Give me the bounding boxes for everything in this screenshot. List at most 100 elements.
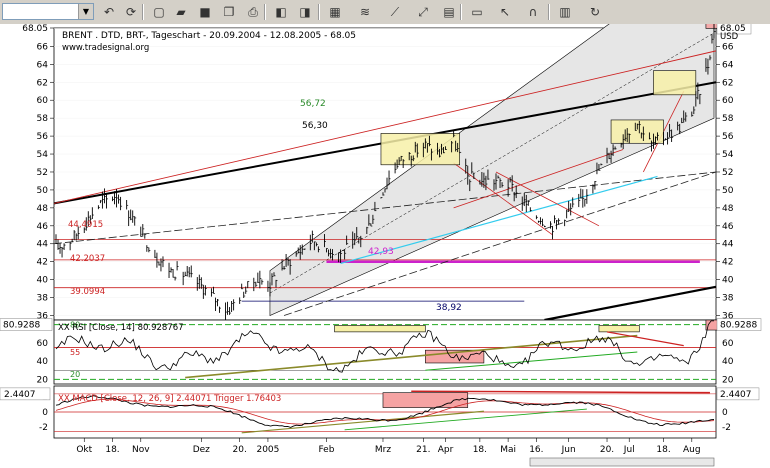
macd-value-box-left — [0, 387, 51, 401]
rsi-trendline — [185, 334, 638, 379]
refresh-icon[interactable]: ⟳ — [125, 5, 137, 19]
magnet-icon[interactable]: ∩ — [528, 5, 538, 19]
cyan-trendline — [340, 175, 658, 265]
toolbar-separator — [318, 4, 320, 20]
price-overlays — [53, 24, 745, 322]
line-tool-icon[interactable]: ⤢ — [418, 5, 428, 19]
level-label-42: 42.2037 — [70, 254, 105, 264]
x-tick-label: Jul — [623, 445, 635, 455]
rsi-value-box-right — [716, 318, 762, 331]
rsi-tick-left: 20 — [37, 375, 49, 385]
x-tick-label: Aug — [683, 445, 701, 455]
rsi-tick-right: 40 — [722, 357, 734, 367]
indicator-icon[interactable]: ≋ — [359, 5, 371, 19]
toolbar-separator — [264, 4, 266, 20]
rsi-value-right: 80.9288 — [720, 321, 757, 331]
last-price-label: 68.05 — [720, 24, 746, 34]
highlight-box — [653, 70, 697, 96]
annotation-5672: 56,72 — [300, 99, 326, 109]
chart-title: BRENT . DTD, BRT-, Tageschart - 20.09.20… — [62, 31, 356, 41]
level-label-44: 44,4915 — [68, 220, 103, 230]
rsi-trendline-red — [606, 331, 684, 347]
tick-label-left: 48 — [37, 204, 49, 214]
x-tick-label: Mrz — [375, 445, 391, 455]
rsi-highlight-box — [598, 325, 640, 333]
chart-area[interactable]: 36 38 40 42 44 46 48 50 52 54 56 58 60 62 64 66 68.05 36… — [0, 24, 770, 468]
save-icon[interactable]: ■ — [199, 5, 211, 19]
tick-label-right: 48 — [722, 204, 734, 214]
price-left-axis: 36 38 40 42 44 46 48 50 52 54 56 58 60 62 64 66 68.05 — [22, 24, 54, 322]
macd-trendline-red — [411, 390, 710, 394]
website-label: www.tradesignal.org — [62, 43, 149, 53]
rsi-mid-label: 55 — [70, 348, 80, 357]
tick-label-left: 56 — [37, 132, 49, 142]
tick-label-left: 44 — [37, 240, 49, 250]
price-right-axis: 3638404244464850525456586062646668707268… — [716, 24, 752, 322]
undo-icon[interactable]: ↶ — [103, 5, 115, 19]
x-tick-label: 18. — [656, 445, 670, 455]
rsi-value-left: 80.9288 — [3, 321, 40, 331]
support-trendline-black — [544, 285, 717, 322]
tick-label-left: 58 — [37, 114, 49, 124]
annotation-3892: 38,92 — [436, 303, 462, 313]
x-tick-label: 2005 — [256, 445, 279, 455]
dashed-trendline-lower — [283, 171, 717, 316]
tick-label-left: 60 — [37, 96, 49, 106]
x-tick-label: Apr — [438, 445, 454, 455]
rectangle-icon[interactable]: ▭ — [471, 5, 483, 19]
x-axis: Okt 18. Nov Dez 20. 2005 Feb Mrz 21. Apr 18. Mai 16.… — [76, 438, 701, 455]
tick-label-right: 56 — [722, 132, 734, 142]
x-tick-label: 21. — [416, 445, 430, 455]
x-tick-label: Okt — [76, 445, 92, 455]
print-icon[interactable]: ⎙ — [248, 5, 258, 19]
tick-label-right: 44 — [722, 240, 734, 250]
price-bars — [55, 24, 716, 322]
tick-label-left: 46 — [37, 222, 49, 232]
tick-label-right: 58 — [722, 114, 734, 124]
tick-label-right: 62 — [722, 78, 733, 88]
new-icon[interactable]: ▢ — [153, 5, 165, 19]
x-tick-label: 16. — [529, 445, 543, 455]
macd-trendline-green — [344, 408, 587, 431]
properties-icon[interactable]: ▤ — [443, 5, 455, 19]
chevron-down-icon[interactable]: ▼ — [78, 4, 93, 19]
chart-type-icon[interactable]: ▦ — [329, 5, 341, 19]
tick-label-right: 50 — [722, 186, 734, 196]
symbol-combo[interactable]: ▼ — [2, 3, 94, 20]
x-tick-label: 20. — [600, 445, 614, 455]
x-tick-label: Feb — [318, 445, 334, 455]
back-icon[interactable]: ◧ — [275, 5, 287, 19]
open-icon[interactable]: ▰ — [176, 5, 186, 19]
drawing-icon[interactable]: ⟋ — [390, 5, 400, 19]
macd-value-box-right — [716, 387, 760, 401]
macd-tick-right: -2 — [722, 423, 731, 433]
x-tick-label: 18. — [473, 445, 487, 455]
level-label-39: 39.0994 — [70, 287, 105, 297]
annotation-5630: 56,30 — [302, 121, 328, 131]
tick-label-right: 64 — [722, 60, 734, 70]
rsi-tick-left: 60 — [37, 339, 49, 349]
rsi-highlight-box — [334, 325, 426, 333]
tick-label-left: 50 — [37, 186, 49, 196]
macd-trendline — [241, 410, 484, 434]
tick-label-left: 68.05 — [22, 24, 48, 34]
template-icon[interactable]: ▥ — [559, 5, 571, 19]
cursor-icon[interactable]: ↖ — [499, 5, 511, 19]
tick-label-right: 42 — [722, 258, 733, 268]
horizontal-scrollbar[interactable] — [529, 457, 715, 467]
rsi-trendline-green — [425, 351, 638, 371]
x-tick-label: Dez — [193, 445, 210, 455]
rsi-tick-right: 60 — [722, 339, 734, 349]
tick-label-right: 38 — [722, 294, 734, 304]
forward-icon[interactable]: ◨ — [299, 5, 311, 19]
reload-icon[interactable]: ↻ — [589, 5, 601, 19]
long-trendline-red — [53, 50, 717, 204]
macd-tick-left: -2 — [39, 423, 48, 433]
copy-icon[interactable]: ❐ — [223, 5, 235, 19]
x-tick-label: 18. — [105, 445, 119, 455]
toolbar: ▼ ↶ ⟳ ▢ ▰ ■ ❐ ⎙ ◧ ◨ ▦ ≋ ⟋ ⤢ ▤ ▭ ↖ ∩ ▥ ↻ — [0, 0, 770, 25]
last-price-box — [716, 24, 752, 35]
tick-label-right: 66 — [722, 42, 734, 52]
